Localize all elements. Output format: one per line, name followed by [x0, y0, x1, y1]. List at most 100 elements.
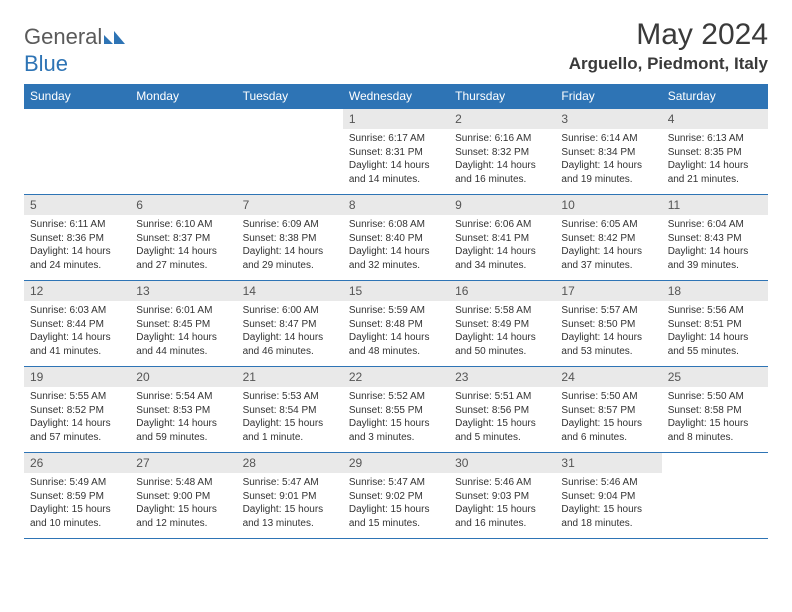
calendar-cell: 15Sunrise: 5:59 AMSunset: 8:48 PMDayligh…	[343, 281, 449, 367]
day-details: Sunrise: 6:03 AMSunset: 8:44 PMDaylight:…	[24, 301, 130, 364]
day-number: 26	[24, 453, 130, 473]
calendar-cell: 11Sunrise: 6:04 AMSunset: 8:43 PMDayligh…	[662, 195, 768, 281]
calendar-cell: 1Sunrise: 6:17 AMSunset: 8:31 PMDaylight…	[343, 109, 449, 195]
calendar-body: 1Sunrise: 6:17 AMSunset: 8:31 PMDaylight…	[24, 109, 768, 539]
day-details: Sunrise: 5:53 AMSunset: 8:54 PMDaylight:…	[237, 387, 343, 450]
day-details: Sunrise: 5:57 AMSunset: 8:50 PMDaylight:…	[555, 301, 661, 364]
day-details: Sunrise: 5:48 AMSunset: 9:00 PMDaylight:…	[130, 473, 236, 536]
day-details: Sunrise: 6:01 AMSunset: 8:45 PMDaylight:…	[130, 301, 236, 364]
day-details: Sunrise: 5:54 AMSunset: 8:53 PMDaylight:…	[130, 387, 236, 450]
day-number: 10	[555, 195, 661, 215]
day-details: Sunrise: 6:14 AMSunset: 8:34 PMDaylight:…	[555, 129, 661, 192]
calendar-cell: 9Sunrise: 6:06 AMSunset: 8:41 PMDaylight…	[449, 195, 555, 281]
calendar-cell: 3Sunrise: 6:14 AMSunset: 8:34 PMDaylight…	[555, 109, 661, 195]
calendar-cell: 20Sunrise: 5:54 AMSunset: 8:53 PMDayligh…	[130, 367, 236, 453]
calendar-cell: 22Sunrise: 5:52 AMSunset: 8:55 PMDayligh…	[343, 367, 449, 453]
calendar-cell: 19Sunrise: 5:55 AMSunset: 8:52 PMDayligh…	[24, 367, 130, 453]
calendar-cell: 13Sunrise: 6:01 AMSunset: 8:45 PMDayligh…	[130, 281, 236, 367]
day-details: Sunrise: 6:04 AMSunset: 8:43 PMDaylight:…	[662, 215, 768, 278]
day-details: Sunrise: 6:17 AMSunset: 8:31 PMDaylight:…	[343, 129, 449, 192]
day-details: Sunrise: 6:08 AMSunset: 8:40 PMDaylight:…	[343, 215, 449, 278]
day-details: Sunrise: 6:16 AMSunset: 8:32 PMDaylight:…	[449, 129, 555, 192]
calendar-row: 19Sunrise: 5:55 AMSunset: 8:52 PMDayligh…	[24, 367, 768, 453]
day-number: 17	[555, 281, 661, 301]
day-details: Sunrise: 5:49 AMSunset: 8:59 PMDaylight:…	[24, 473, 130, 536]
calendar-cell: 29Sunrise: 5:47 AMSunset: 9:02 PMDayligh…	[343, 453, 449, 539]
day-details: Sunrise: 5:47 AMSunset: 9:02 PMDaylight:…	[343, 473, 449, 536]
day-details: Sunrise: 5:50 AMSunset: 8:57 PMDaylight:…	[555, 387, 661, 450]
calendar-cell: 30Sunrise: 5:46 AMSunset: 9:03 PMDayligh…	[449, 453, 555, 539]
calendar-cell: 24Sunrise: 5:50 AMSunset: 8:57 PMDayligh…	[555, 367, 661, 453]
calendar-cell	[24, 109, 130, 195]
calendar-cell: 2Sunrise: 6:16 AMSunset: 8:32 PMDaylight…	[449, 109, 555, 195]
day-details: Sunrise: 5:52 AMSunset: 8:55 PMDaylight:…	[343, 387, 449, 450]
calendar-table: Sunday Monday Tuesday Wednesday Thursday…	[24, 84, 768, 539]
calendar-cell: 8Sunrise: 6:08 AMSunset: 8:40 PMDaylight…	[343, 195, 449, 281]
weekday-header: Thursday	[449, 84, 555, 109]
calendar-cell: 16Sunrise: 5:58 AMSunset: 8:49 PMDayligh…	[449, 281, 555, 367]
day-details: Sunrise: 6:11 AMSunset: 8:36 PMDaylight:…	[24, 215, 130, 278]
weekday-header: Friday	[555, 84, 661, 109]
day-details: Sunrise: 5:59 AMSunset: 8:48 PMDaylight:…	[343, 301, 449, 364]
day-number: 20	[130, 367, 236, 387]
day-details: Sunrise: 5:56 AMSunset: 8:51 PMDaylight:…	[662, 301, 768, 364]
day-details: Sunrise: 6:00 AMSunset: 8:47 PMDaylight:…	[237, 301, 343, 364]
weekday-header: Wednesday	[343, 84, 449, 109]
day-details: Sunrise: 6:05 AMSunset: 8:42 PMDaylight:…	[555, 215, 661, 278]
logo-word-2: Blue	[24, 51, 126, 77]
calendar-cell: 18Sunrise: 5:56 AMSunset: 8:51 PMDayligh…	[662, 281, 768, 367]
location-label: Arguello, Piedmont, Italy	[569, 54, 768, 80]
calendar-cell: 10Sunrise: 6:05 AMSunset: 8:42 PMDayligh…	[555, 195, 661, 281]
calendar-cell: 26Sunrise: 5:49 AMSunset: 8:59 PMDayligh…	[24, 453, 130, 539]
day-details: Sunrise: 5:58 AMSunset: 8:49 PMDaylight:…	[449, 301, 555, 364]
calendar-cell: 25Sunrise: 5:50 AMSunset: 8:58 PMDayligh…	[662, 367, 768, 453]
day-number: 7	[237, 195, 343, 215]
day-number: 25	[662, 367, 768, 387]
calendar-cell: 12Sunrise: 6:03 AMSunset: 8:44 PMDayligh…	[24, 281, 130, 367]
day-number: 29	[343, 453, 449, 473]
day-details: Sunrise: 5:51 AMSunset: 8:56 PMDaylight:…	[449, 387, 555, 450]
day-number: 22	[343, 367, 449, 387]
title-block: May 2024 Arguello, Piedmont, Italy	[569, 18, 768, 80]
day-number: 13	[130, 281, 236, 301]
day-number: 18	[662, 281, 768, 301]
day-details: Sunrise: 6:06 AMSunset: 8:41 PMDaylight:…	[449, 215, 555, 278]
day-details: Sunrise: 5:46 AMSunset: 9:04 PMDaylight:…	[555, 473, 661, 536]
day-details: Sunrise: 6:09 AMSunset: 8:38 PMDaylight:…	[237, 215, 343, 278]
day-number: 6	[130, 195, 236, 215]
day-number: 24	[555, 367, 661, 387]
day-number: 31	[555, 453, 661, 473]
day-number: 16	[449, 281, 555, 301]
day-number: 3	[555, 109, 661, 129]
calendar-cell: 14Sunrise: 6:00 AMSunset: 8:47 PMDayligh…	[237, 281, 343, 367]
day-number: 30	[449, 453, 555, 473]
day-details: Sunrise: 5:46 AMSunset: 9:03 PMDaylight:…	[449, 473, 555, 536]
day-details: Sunrise: 5:50 AMSunset: 8:58 PMDaylight:…	[662, 387, 768, 450]
calendar-cell	[662, 453, 768, 539]
day-details: Sunrise: 5:47 AMSunset: 9:01 PMDaylight:…	[237, 473, 343, 536]
calendar-row: 26Sunrise: 5:49 AMSunset: 8:59 PMDayligh…	[24, 453, 768, 539]
day-number: 1	[343, 109, 449, 129]
weekday-header-row: Sunday Monday Tuesday Wednesday Thursday…	[24, 84, 768, 109]
day-number: 19	[24, 367, 130, 387]
day-number: 4	[662, 109, 768, 129]
calendar-cell: 28Sunrise: 5:47 AMSunset: 9:01 PMDayligh…	[237, 453, 343, 539]
calendar-cell: 23Sunrise: 5:51 AMSunset: 8:56 PMDayligh…	[449, 367, 555, 453]
weekday-header: Sunday	[24, 84, 130, 109]
day-number: 21	[237, 367, 343, 387]
calendar-cell	[130, 109, 236, 195]
logo: GeneralBlue	[24, 24, 126, 77]
calendar-cell: 6Sunrise: 6:10 AMSunset: 8:37 PMDaylight…	[130, 195, 236, 281]
day-details: Sunrise: 6:10 AMSunset: 8:37 PMDaylight:…	[130, 215, 236, 278]
day-number: 15	[343, 281, 449, 301]
day-details: Sunrise: 6:13 AMSunset: 8:35 PMDaylight:…	[662, 129, 768, 192]
logo-icon	[104, 25, 126, 51]
day-number: 28	[237, 453, 343, 473]
page: GeneralBlue May 2024 Arguello, Piedmont,…	[0, 0, 792, 539]
calendar-row: 5Sunrise: 6:11 AMSunset: 8:36 PMDaylight…	[24, 195, 768, 281]
day-number: 27	[130, 453, 236, 473]
day-number: 8	[343, 195, 449, 215]
calendar-cell: 31Sunrise: 5:46 AMSunset: 9:04 PMDayligh…	[555, 453, 661, 539]
calendar-cell: 17Sunrise: 5:57 AMSunset: 8:50 PMDayligh…	[555, 281, 661, 367]
calendar-cell: 21Sunrise: 5:53 AMSunset: 8:54 PMDayligh…	[237, 367, 343, 453]
